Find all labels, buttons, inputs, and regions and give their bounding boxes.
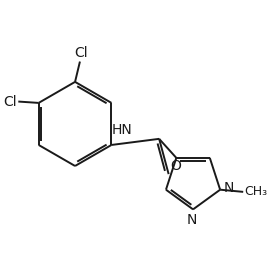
Text: N: N	[187, 213, 197, 227]
Text: N: N	[223, 181, 234, 195]
Text: O: O	[170, 159, 181, 173]
Text: Cl: Cl	[75, 46, 88, 60]
Text: HN: HN	[112, 123, 132, 137]
Text: CH₃: CH₃	[245, 185, 268, 198]
Text: Cl: Cl	[3, 94, 17, 109]
